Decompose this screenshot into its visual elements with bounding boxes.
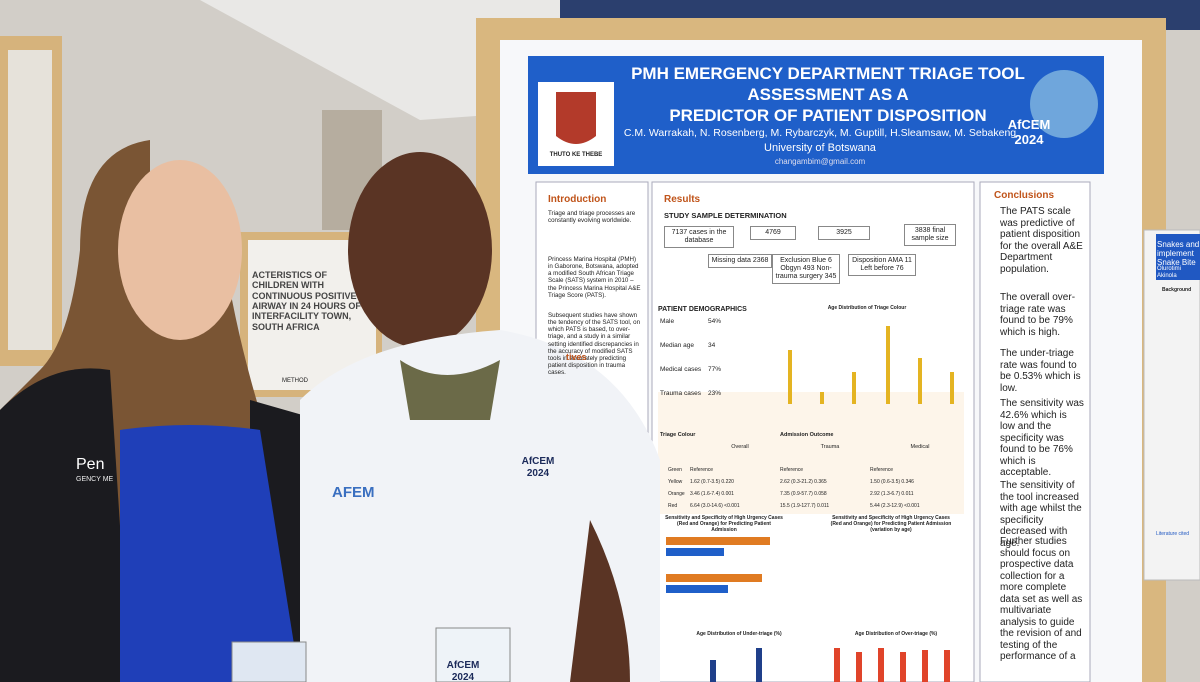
chart-title: Age Distribution of Over-triage (%)	[854, 631, 938, 637]
table-cell: Red	[668, 503, 678, 509]
conclusion-bullet: The under-triage rate was found to be 0.…	[1000, 348, 1081, 394]
demographic-cell: 77%	[708, 366, 722, 373]
section-heading: Introduction	[548, 194, 607, 205]
flow-box: Missing data 2368	[708, 254, 772, 269]
table-cell: Reference	[780, 467, 804, 473]
flow-box: Disposition AMA 11 Left before 76	[848, 254, 916, 277]
table-cell: 1.50 (0.6-3.5) 0.346	[870, 479, 914, 485]
demographic-cell: Male	[660, 318, 675, 325]
table-cell: Orange	[668, 491, 685, 497]
poster-authors: C.M. Warrakah, N. Rosenberg, M. Rybarczy…	[623, 127, 1017, 139]
poster-title: ASSESSMENT AS A	[747, 85, 909, 104]
side-poster-footer: Literature cited	[1156, 531, 1190, 537]
table-cell: 6.64 (3.0-14.6) <0.001	[690, 503, 740, 509]
chart-title: Sensitivity and Specificity of High Urge…	[665, 515, 783, 533]
demographic-cell: Trauma cases	[660, 390, 701, 397]
background-poster-title: ACTERISTICS OF CHILDREN WITH CONTINUOUS …	[252, 270, 361, 332]
table-group: Medical	[910, 444, 930, 450]
demographic-cell: Medical cases	[660, 366, 702, 373]
flow-box: 3925	[818, 226, 870, 241]
poster-affiliation: University of Botswana	[764, 142, 876, 154]
table-cell: 2.62 (0.3-21.2) 0.365	[780, 479, 827, 485]
intro-paragraph: Triage and triage processes are constant…	[548, 210, 636, 225]
poster-title: PMH EMERGENCY DEPARTMENT TRIAGE TOOL	[631, 64, 1025, 83]
motto: THUTO KE THEBE	[549, 152, 603, 158]
side-poster-title: Snakes and implement Snake Bite	[1157, 240, 1200, 268]
side-poster-heading: Background	[1162, 287, 1192, 293]
conclusion-bullet: The sensitivity of the tool increased wi…	[1000, 480, 1082, 549]
table-cell: 5.44 (2.3-12.9) <0.001	[870, 503, 920, 509]
poster-title: PREDICTOR OF PATIENT DISPOSITION	[669, 106, 987, 125]
table-group: Overall	[731, 444, 749, 450]
shirt-badge: AfCEM 2024	[521, 456, 555, 479]
table-cell: 3.46 (1.6-7.4) 0.001	[690, 491, 734, 497]
lanyard-badge: AfCEM 2024	[446, 660, 480, 682]
table-cell: 7.35 (0.9-57.7) 0.058	[780, 491, 827, 497]
flow-box: 7137 cases in the database	[664, 226, 734, 249]
intro-paragraph: Princess Marina Hospital (PMH) in Gaboro…	[548, 256, 641, 299]
conference-logo: AfCEM 2024	[1007, 117, 1051, 147]
table-cell: Yellow	[668, 479, 683, 485]
table-cell: 1.62 (0.7-3.5) 0.220	[690, 479, 734, 485]
poster-email: changambim@gmail.com	[774, 157, 866, 166]
demographic-cell: 54%	[708, 318, 722, 325]
intro-paragraph: Subsequent studies have shown the tenden…	[548, 312, 641, 376]
table-cell: 2.92 (1.3-6.7) 0.011	[870, 491, 914, 497]
subheading: PATIENT DEMOGRAPHICS	[658, 306, 747, 313]
chart-title: Sensitivity and Specificity of High Urge…	[830, 515, 952, 533]
table-heading: Triage Colour	[660, 432, 696, 438]
jacket-logo: Pen	[76, 456, 105, 473]
flow-box: 3838 final sample size	[904, 224, 956, 247]
conclusion-bullet: The sensitivity was 42.6% which is low a…	[1000, 398, 1084, 478]
conclusion-bullet: The PATS scale was predictive of patient…	[1000, 206, 1083, 275]
demographic-cell: Median age	[660, 342, 694, 349]
side-poster-author: Olurotimi Akinola	[1157, 266, 1182, 279]
conclusion-bullet: Further studies should focus on prospect…	[1000, 536, 1083, 662]
table-cell: Reference	[690, 467, 714, 473]
conclusion-bullet: The overall over-triage rate was found t…	[1000, 292, 1076, 338]
table-cell: Reference	[870, 467, 894, 473]
table-heading: Admission Outcome	[780, 432, 834, 438]
chart-title: Age Distribution of Triage Colour	[827, 305, 907, 311]
table-cell: 15.5 (1.9-127.7) 0.011	[780, 503, 830, 509]
flow-box: 4769	[750, 226, 796, 241]
section-heading: Conclusions	[994, 190, 1055, 201]
section-heading: Results	[664, 194, 701, 205]
background-poster-footer: METHOD	[282, 378, 308, 384]
shirt-logo: AFEM	[332, 484, 375, 501]
section-heading: tives	[566, 352, 587, 362]
demographic-cell: 23%	[708, 390, 722, 397]
subheading: STUDY SAMPLE DETERMINATION	[664, 211, 787, 220]
chart-title: Age Distribution of Under-triage (%)	[696, 631, 782, 637]
jacket-text: GENCY ME	[76, 476, 114, 483]
table-cell: Green	[668, 467, 682, 473]
flow-box: Exclusion Blue 6 Obgyn 493 Non-trauma su…	[772, 254, 840, 285]
demographic-cell: 34	[708, 342, 716, 349]
table-group: Trauma	[820, 444, 840, 450]
